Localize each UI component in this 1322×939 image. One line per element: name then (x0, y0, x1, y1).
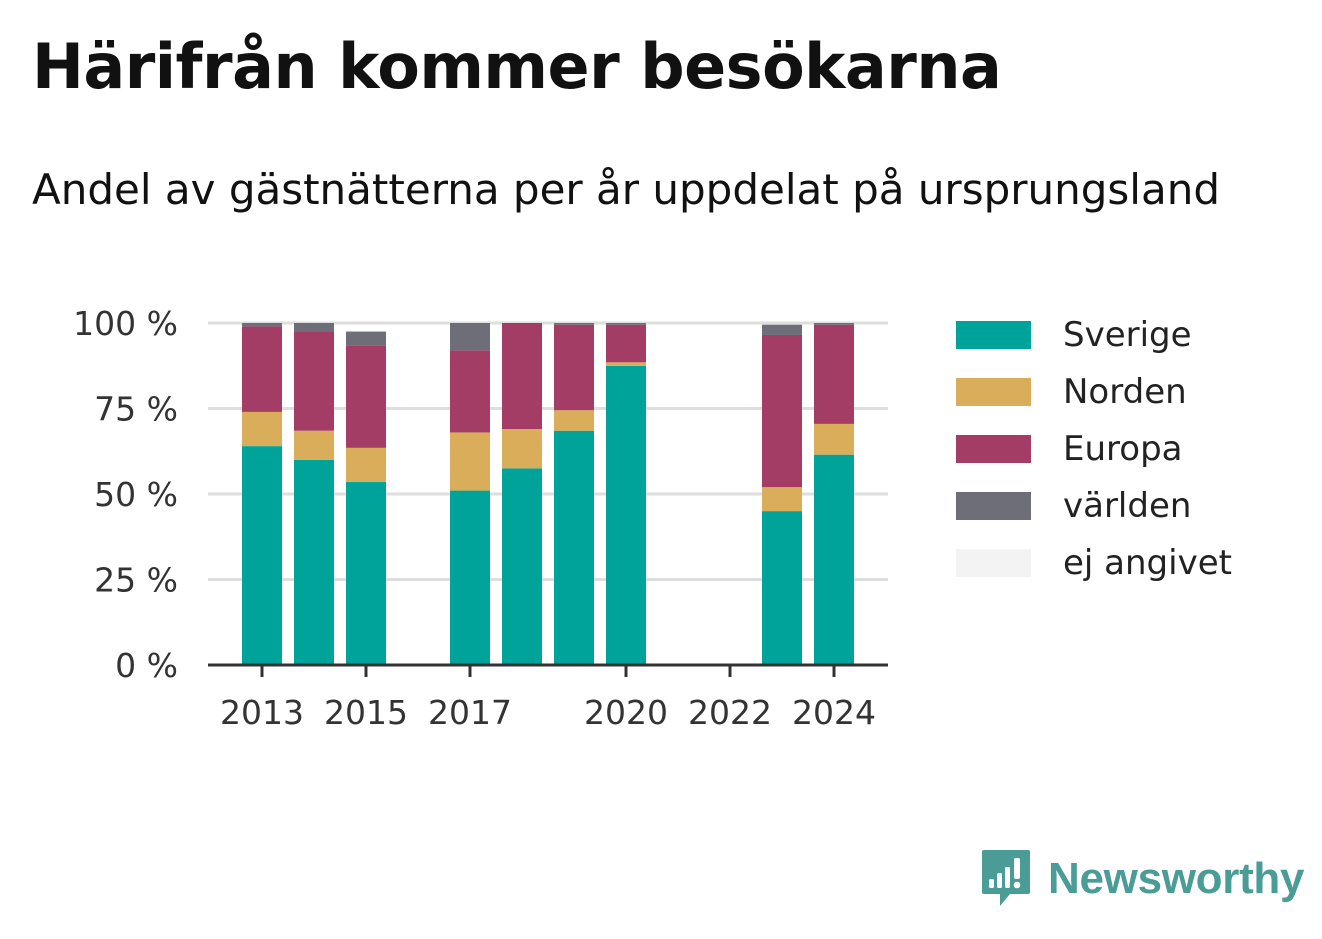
bar-segment-norden (606, 362, 646, 366)
bar-segment-europa (606, 324, 646, 363)
legend-label-ej-angivet: ej angivet (1063, 542, 1232, 583)
bar-segment-varlden (606, 323, 646, 325)
bar-segment-sverige (606, 365, 646, 665)
bar-segment-sverige (450, 490, 490, 665)
bar-segment-norden (242, 411, 282, 447)
bar-segment-europa (762, 334, 802, 488)
bar-segment-europa (346, 345, 386, 448)
y-tick-label: 100 % (73, 304, 178, 343)
legend-swatch-sverige (956, 320, 1031, 349)
x-tick-label: 2017 (428, 693, 512, 732)
bar-segment-europa (502, 323, 542, 430)
y-tick-label: 25 % (94, 561, 178, 600)
bar-segment-sverige (554, 430, 594, 665)
bar-segment-varlden (450, 323, 490, 351)
bar-segment-sverige (346, 482, 386, 665)
bar-segment-varlden (346, 331, 386, 346)
axes: 0 % 25 % 50 % 75 % 100 % 2013 2015 2017 2020 2022… (73, 304, 888, 732)
bar-segment-varlden (554, 323, 594, 325)
bars (242, 323, 854, 665)
bar-segment-norden (294, 430, 334, 460)
legend-item-ej-angivet: ej angivet (956, 534, 1232, 591)
bar-segment-norden (450, 432, 490, 491)
legend-swatch-europa (956, 434, 1031, 463)
bar-segment-europa (450, 350, 490, 433)
bar-segment-sverige (294, 459, 334, 665)
chart-subtitle: Andel av gästnätterna per år uppdelat på… (32, 165, 1220, 214)
bar-segment-varlden (762, 324, 802, 335)
bar-segment-europa (294, 331, 334, 431)
bar-segment-europa (242, 326, 282, 412)
y-tick-label: 75 % (94, 390, 178, 429)
x-tick-label: 2024 (792, 693, 876, 732)
y-tick-label: 50 % (94, 475, 178, 514)
bar-segment-varlden (242, 323, 282, 327)
x-tick-label: 2015 (324, 693, 408, 732)
bar-segment-sverige (242, 446, 282, 665)
x-tick-label: 2022 (688, 693, 772, 732)
legend-item-norden: Norden (956, 363, 1232, 420)
legend-label-sverige: Sverige (1063, 314, 1192, 355)
bar-segment-norden (814, 423, 854, 455)
bar-segment-norden (762, 487, 802, 512)
legend-swatch-ej-angivet (956, 548, 1031, 577)
bar-segment-sverige (814, 454, 854, 665)
bar-segment-varlden (294, 323, 334, 332)
x-tick-label: 2013 (220, 693, 304, 732)
bar-segment-sverige (502, 468, 542, 665)
legend-item-varlden: världen (956, 477, 1232, 534)
y-tick-label: 0 % (115, 646, 178, 685)
bar-segment-varlden (814, 323, 854, 325)
legend-item-europa: Europa (956, 420, 1232, 477)
chart-title: Härifrån kommer besökarna (32, 30, 1002, 103)
legend-swatch-norden (956, 377, 1031, 406)
bar-segment-norden (502, 429, 542, 469)
newsworthy-brand[interactable]: Newsworthy (980, 848, 1304, 910)
brand-name: Newsworthy (1048, 854, 1305, 903)
bar-segment-europa (554, 324, 594, 411)
legend: Sverige Norden Europa världen ej angivet (956, 306, 1232, 591)
legend-label-norden: Norden (1063, 371, 1187, 412)
legend-item-sverige: Sverige (956, 306, 1232, 363)
legend-label-europa: Europa (1063, 428, 1183, 469)
bar-segment-norden (554, 410, 594, 431)
bar-segment-norden (346, 447, 386, 483)
legend-label-varlden: världen (1063, 485, 1192, 526)
newsworthy-logo-icon (982, 850, 1030, 906)
legend-swatch-varlden (956, 491, 1031, 520)
bar-segment-europa (814, 324, 854, 424)
bar-segment-sverige (762, 511, 802, 665)
x-tick-label: 2020 (584, 693, 668, 732)
